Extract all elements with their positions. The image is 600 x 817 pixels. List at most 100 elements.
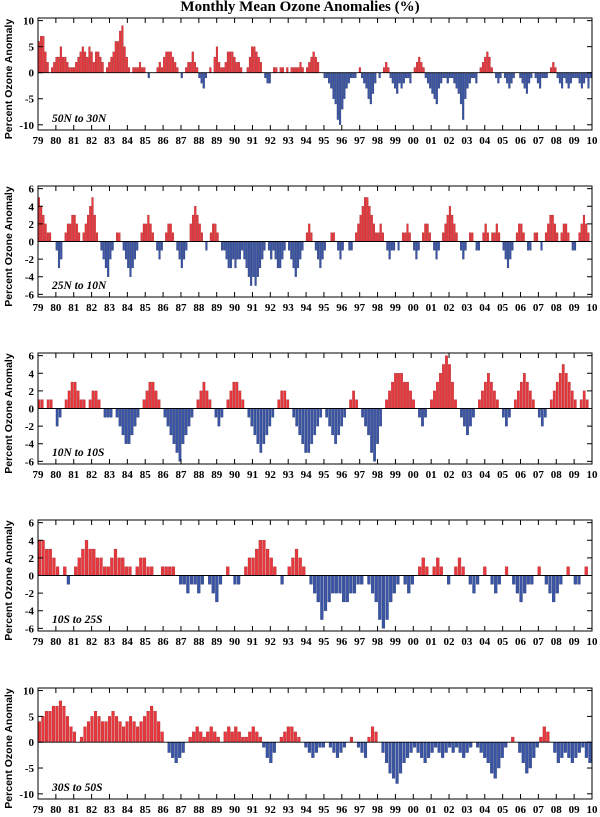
bar-3-125 [490,575,494,585]
bar-2-138 [451,381,454,409]
bar-1-244 [582,214,585,242]
bar-2-132 [433,390,436,409]
bar-0-153 [374,72,377,84]
x-tick-label: 90 [229,469,241,481]
x-tick-label: 03 [461,469,473,481]
bar-4-16 [93,711,98,743]
x-tick-label: 96 [336,302,348,314]
bar-2-181 [579,399,583,409]
bar-2-73 [256,408,260,444]
x-tick-label: 84 [122,302,134,314]
bar-1-31 [107,241,110,277]
bar-2-85 [292,408,296,418]
x-tick-label: 08 [551,302,563,314]
bar-1-95 [250,241,253,286]
bar-4-127 [483,742,487,758]
bar-0-119 [299,62,302,73]
bar-0-92 [240,67,243,73]
bar-3-42 [189,575,194,585]
bar-1-177 [433,241,436,251]
bar-1-145 [361,206,364,242]
bar-4-74 [297,736,301,743]
bar-3-58 [247,557,252,576]
bar-0-58 [165,51,168,73]
bar-1-154 [381,232,384,242]
bar-3-84 [342,575,346,603]
x-tick-label: 92 [265,135,277,147]
x-tick-label: 80 [50,135,62,147]
bar-0-210 [499,72,502,79]
x-tick-label: 95 [318,135,330,147]
bar-1-175 [428,232,431,242]
y-tick-label: 4 [29,535,35,547]
bar-0-219 [519,72,522,79]
bar-0-85 [224,62,227,73]
bar-0-198 [473,72,476,79]
bar-2-76 [265,408,269,436]
bar-0-202 [481,62,484,73]
bar-4-2 [44,711,48,743]
bar-2-117 [388,390,391,409]
bar-4-56 [234,726,238,743]
bar-3-19 [106,566,110,576]
bar-3-72 [298,557,302,576]
bar-3-99 [396,575,400,585]
bar-0-87 [229,51,232,73]
bar-0-173 [418,56,421,73]
bar-2-4 [49,399,53,409]
x-tick-label: 84 [122,636,134,648]
bar-1-23 [89,206,92,242]
y-tick-label: 10 [23,16,35,28]
bar-3-48 [211,575,215,594]
bar-3-50 [218,575,223,585]
bar-0-208 [495,72,498,79]
bar-4-39 [174,742,178,764]
bar-4-119 [455,742,459,748]
x-tick-label: 83 [104,636,116,648]
bar-1-40 [127,241,130,269]
bar-2-168 [540,408,544,427]
bar-1-69 [191,214,195,242]
y-tick-label: 2 [29,219,35,231]
bar-0-118 [297,67,300,73]
bar-3-69 [287,566,291,576]
x-tick-label: 93 [283,636,295,648]
x-tick-label: 06 [515,636,527,648]
bar-0-165 [400,72,403,89]
bar-3-57 [244,566,248,576]
bar-4-38 [171,742,175,758]
bar-4-126 [479,742,483,753]
bar-4-128 [486,742,490,764]
bar-0-11 [62,56,65,73]
bar-1-153 [379,223,382,242]
x-tick-label: 96 [336,135,348,147]
bar-1-182 [444,223,447,242]
y-tick-label: 2 [29,553,35,565]
bar-0-34 [112,51,115,73]
bar-0-249 [585,72,588,79]
bar-0-216 [512,72,515,79]
bar-1-139 [348,241,351,251]
x-tick-label: 98 [372,135,384,147]
panel-4: 10 5 0 -5 -10 79 80 81 82 83 84 85 86 87 88 89 90 91 92 93 9… [3,686,598,816]
bar-2-11 [70,381,74,409]
bar-2-163 [525,381,529,409]
x-tick-label: 80 [50,302,62,314]
bar-0-105 [268,72,271,84]
bar-0-35 [114,41,117,73]
bar-0-187 [448,72,452,79]
x-tick-label: 81 [68,804,79,816]
x-tick-label: 10 [587,469,599,481]
bar-2-40 [157,399,161,409]
bar-3-43 [193,575,197,585]
bar-0-135 [334,72,337,105]
bar-1-116 [296,241,300,269]
bar-1-227 [544,232,548,242]
x-tick-label: 79 [33,469,45,481]
bar-1-60 [171,232,174,242]
bar-0-196 [468,72,471,84]
bar-4-29 [139,721,143,743]
bar-1-30 [104,241,107,269]
x-tick-label: 81 [68,135,79,147]
bar-0-250 [587,72,590,89]
